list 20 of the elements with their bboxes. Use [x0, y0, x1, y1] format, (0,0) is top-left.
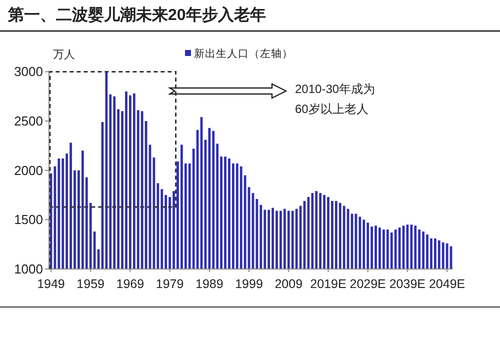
x-tick-label: 1979: [156, 277, 184, 291]
y-axis-title: 万人: [53, 49, 75, 61]
x-tick-label: 1989: [196, 277, 224, 291]
x-tick-label: 2039E: [389, 277, 426, 291]
x-tick-label: 1999: [235, 277, 263, 291]
y-tick-label: 1000: [14, 262, 43, 276]
y-tick-label: 1500: [14, 212, 43, 228]
x-tick-label: 1969: [116, 277, 144, 291]
x-tick-label: 2049E: [428, 277, 466, 291]
x-tick-label: 1959: [76, 277, 105, 291]
y-tick-label: 3000: [14, 64, 43, 80]
x-tick-label: 2019E: [310, 277, 346, 291]
x-tick-label: 1949: [37, 277, 65, 291]
chart-title: 第一、二波婴儿潮未来20年步入老年: [7, 6, 266, 24]
x-tick-label: 2009: [274, 277, 303, 291]
y-tick-label: 2000: [14, 162, 43, 178]
x-tick-label: 2029E: [350, 277, 386, 291]
annotation: 2010-30年成为 60岁以上老人: [295, 82, 376, 116]
legend: 新出生人口（左轴）: [185, 48, 293, 60]
y-tick-label: 2500: [14, 114, 43, 129]
